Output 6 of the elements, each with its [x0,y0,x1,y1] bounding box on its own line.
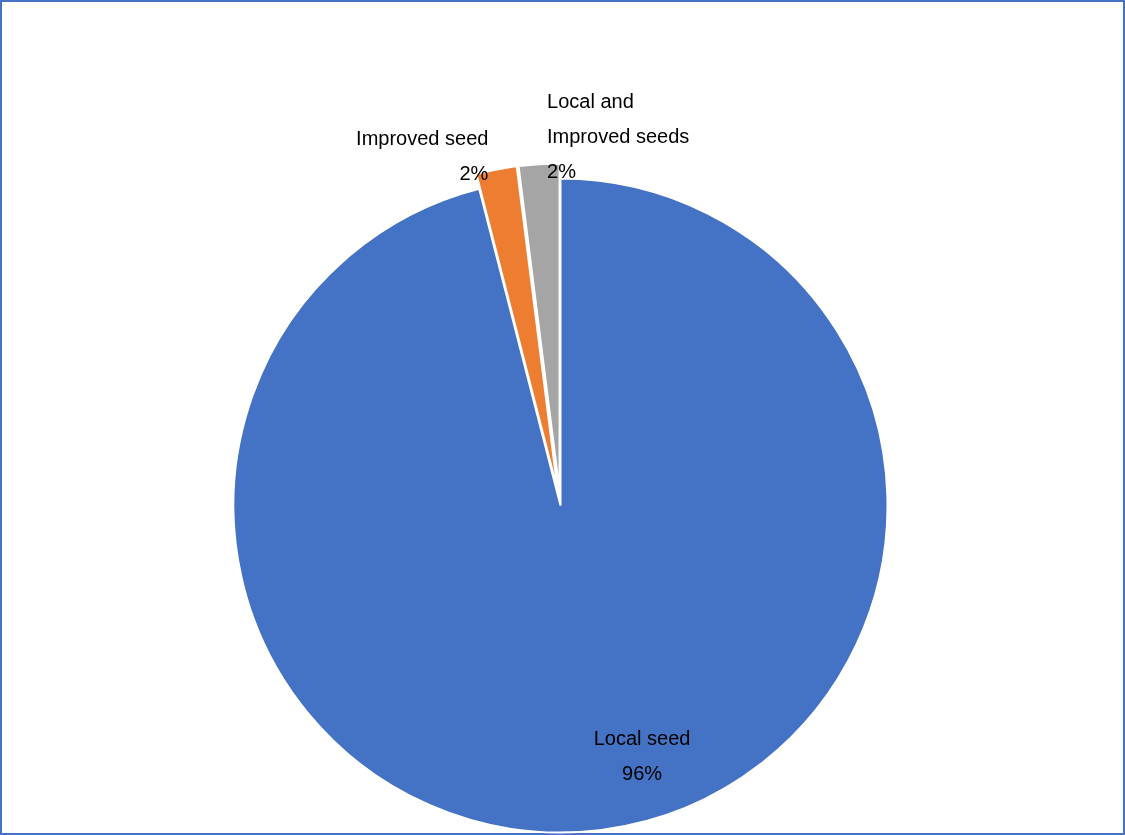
data-label: 2% [459,162,489,185]
slice-label: Local and Improved seeds [547,89,690,148]
slice-label: Improved seed [356,126,489,149]
data-label: 2% [547,160,577,183]
slice-label: Local seed [593,726,691,749]
data-label: 96% [622,761,663,784]
